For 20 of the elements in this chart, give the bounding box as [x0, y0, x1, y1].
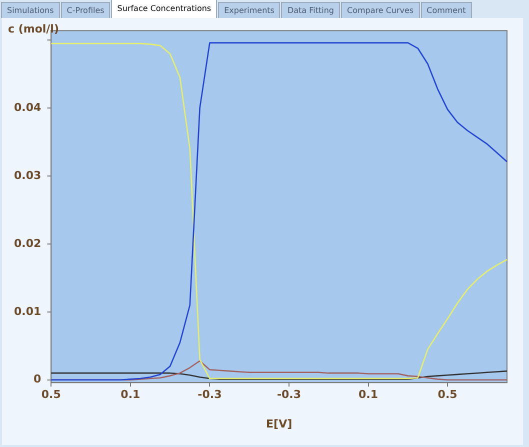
x-tick-label: 0.5 [41, 388, 61, 402]
y-tick-label: 0.04 [14, 100, 42, 114]
text: Compare Curves [341, 2, 420, 18]
x-tick-label: -0.3 [276, 388, 302, 402]
text: Surface Concentrations [111, 0, 218, 18]
x-tick-label: 0.5 [438, 388, 458, 402]
y-tick-label: 0.01 [14, 304, 42, 318]
text: Data Fitting [281, 2, 340, 18]
y-tick-label: 0 [33, 372, 42, 386]
text: Experiments [218, 2, 280, 18]
text: C-Profiles [60, 2, 110, 18]
x-axis-title: E[V] [266, 417, 292, 430]
x-tick-label: 0.1 [120, 388, 140, 402]
y-tick-label: 0.02 [14, 236, 42, 250]
x-tick-label: -0.3 [198, 388, 222, 402]
text: Comment [420, 2, 472, 18]
y-tick-label: 0.03 [14, 168, 42, 182]
x-tick-label: 0.1 [358, 388, 378, 402]
y-axis-title: c (mol/l) [8, 22, 59, 36]
text: Simulations [1, 2, 60, 18]
